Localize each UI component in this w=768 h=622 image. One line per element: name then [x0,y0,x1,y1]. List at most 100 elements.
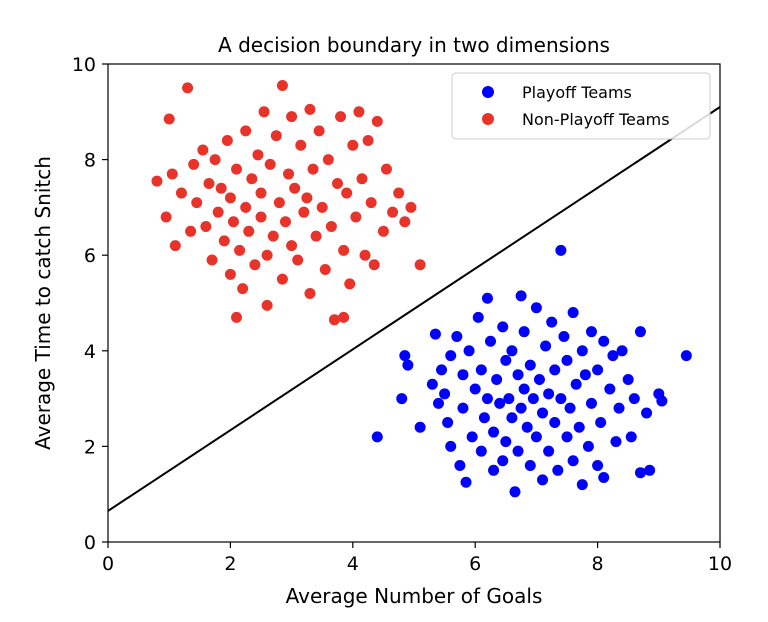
data-point [166,168,178,180]
data-point [595,417,607,428]
data-point [442,417,454,428]
data-point [552,464,564,476]
data-point [393,187,405,199]
data-point [524,460,536,472]
data-point [169,240,181,252]
data-point [518,383,530,395]
data-point [371,431,383,443]
data-point [481,292,493,304]
data-point [283,168,295,180]
data-point [506,345,518,357]
data-point [267,230,279,242]
data-point [509,486,521,498]
data-point [527,393,539,405]
x-tick-label: 6 [469,553,481,575]
data-point [576,479,588,491]
data-point [295,139,307,151]
data-point [512,369,524,381]
data-point [488,426,500,438]
data-point [227,216,239,228]
data-point [481,393,493,405]
data-point [325,221,337,233]
data-point [604,383,616,395]
data-point [338,244,350,256]
data-point [160,211,172,223]
non-playoff-teams-series [151,80,426,326]
data-point [491,373,503,385]
data-point [429,328,441,340]
data-point [561,431,573,443]
data-point [402,359,414,371]
y-tick-label: 0 [84,532,96,554]
data-point [515,290,527,302]
data-point [414,259,426,271]
data-point [332,178,343,189]
y-axis: 0 2 4 6 8 10 [72,54,108,554]
data-point [579,369,591,381]
data-point [338,311,350,323]
data-point [451,330,463,342]
data-point [365,197,377,209]
data-point [264,158,276,170]
data-point [457,402,469,414]
data-point [396,393,408,405]
data-point [488,464,500,476]
data-point [463,345,475,357]
data-point [561,354,573,366]
y-axis-title: Average Time to catch Snitch [31,156,55,450]
data-point [377,225,389,237]
data-point [543,388,555,400]
data-point [555,244,567,256]
data-point [151,175,163,187]
data-point [607,350,619,362]
data-point [175,187,187,199]
data-point [289,182,301,194]
data-point [469,383,481,395]
data-point [567,455,579,467]
data-point [582,440,594,452]
data-point [573,421,585,433]
data-point [387,206,399,218]
data-point [521,421,533,433]
data-point [310,230,322,242]
x-tick-label: 4 [347,553,359,575]
data-point [255,187,267,199]
data-point [576,345,588,357]
data-point [356,173,368,185]
data-point [307,163,319,175]
data-point [304,103,316,115]
data-point [466,431,478,443]
data-point [182,82,194,94]
data-point [656,395,668,407]
data-point [641,407,653,419]
data-point [503,393,515,405]
plot-frame [107,63,721,543]
data-point [634,467,646,479]
data-point [472,311,484,323]
data-point [485,335,496,347]
data-point [414,421,426,433]
data-point [344,278,356,290]
data-point [234,244,246,256]
data-point [328,314,340,326]
data-point [261,249,273,261]
data-point [543,445,555,457]
data-point [494,397,506,409]
data-point [301,192,313,204]
data-point [518,326,530,338]
data-point [622,373,634,385]
x-tick-label: 10 [708,553,732,575]
data-point [231,311,243,323]
y-tick-label: 6 [84,245,96,267]
data-point [359,249,371,261]
data-point [497,321,509,333]
data-point [221,134,233,146]
data-point [537,407,549,419]
data-points [151,80,692,498]
data-point [200,221,212,233]
data-point [231,163,243,175]
data-point [625,431,637,443]
data-point [540,340,552,352]
data-point [347,139,359,151]
x-axis-title: Average Number of Goals [286,584,543,608]
